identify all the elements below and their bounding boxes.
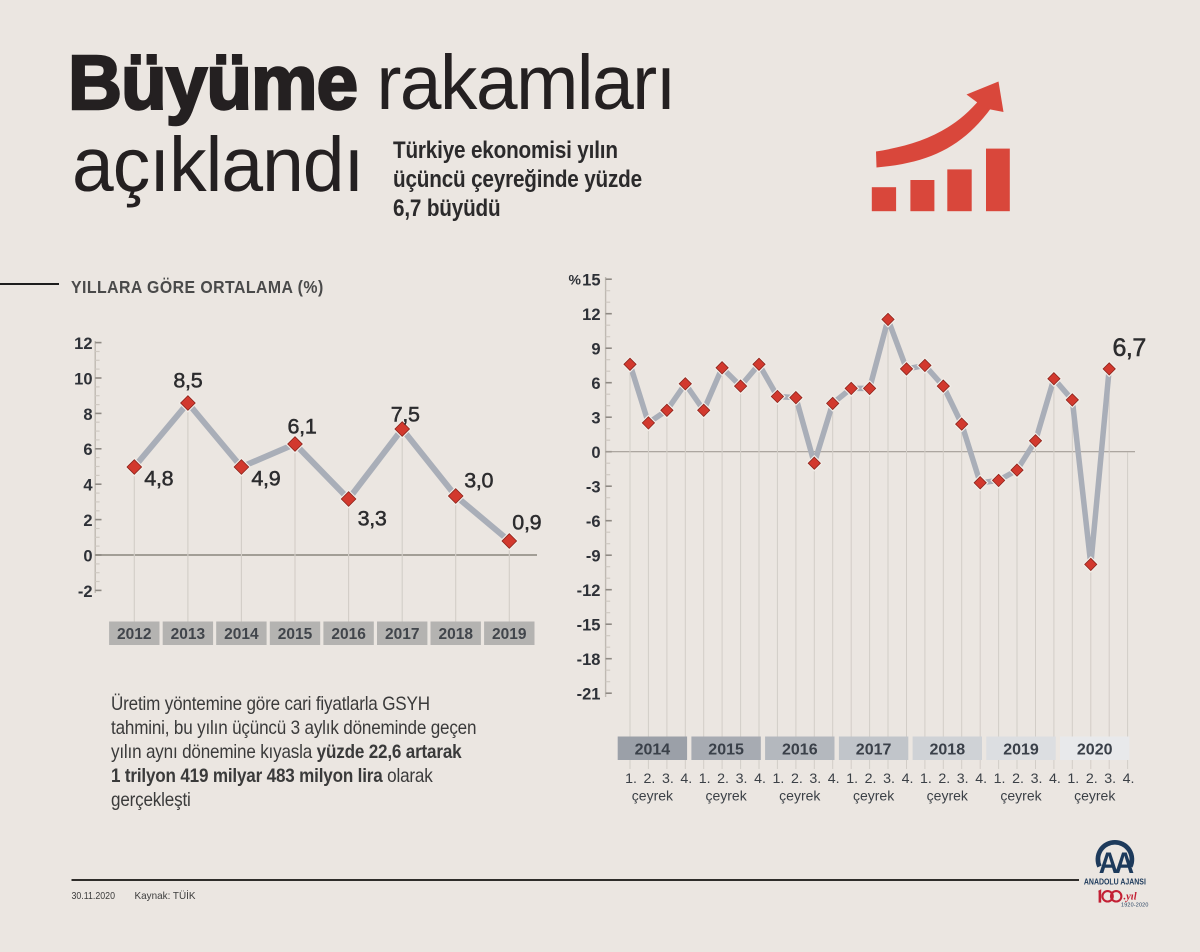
svg-text:çeyrek: çeyrek [927,788,969,804]
svg-text:2.: 2. [1012,771,1024,787]
svg-text:4,9: 4,9 [251,467,280,491]
svg-text:1.: 1. [1067,771,1079,787]
svg-text:1.: 1. [699,771,711,787]
svg-text:4.: 4. [1123,771,1135,787]
svg-text:2016: 2016 [782,741,818,758]
svg-text:1.: 1. [772,771,784,787]
svg-text:çeyrek: çeyrek [705,788,747,804]
svg-text:2018: 2018 [930,741,966,758]
svg-text:6,1: 6,1 [288,415,317,439]
svg-text:2017: 2017 [385,626,419,643]
svg-text:8: 8 [83,406,92,424]
svg-text:3.: 3. [809,771,821,787]
svg-text:-3: -3 [586,479,601,497]
svg-text:çeyrek: çeyrek [632,788,674,804]
svg-text:6: 6 [83,441,92,459]
svg-text:15: 15 [582,272,600,290]
svg-text:2014: 2014 [224,626,259,643]
svg-text:-6: -6 [586,513,601,531]
svg-text:12: 12 [74,335,92,353]
svg-text:3.: 3. [957,771,969,787]
svg-text:2016: 2016 [331,626,366,643]
svg-text:1.: 1. [994,771,1006,787]
svg-text:-15: -15 [577,617,601,635]
svg-text:-21: -21 [577,686,601,704]
svg-text:ANADOLU AJANSI: ANADOLU AJANSI [1084,876,1146,886]
svg-text:-12: -12 [577,582,601,600]
svg-text:4.: 4. [828,771,840,787]
svg-text:4.: 4. [975,771,987,787]
svg-text:2014: 2014 [635,741,671,758]
svg-text:-2: -2 [78,583,93,601]
svg-text:çeyrek: çeyrek [779,788,821,804]
svg-text:3.: 3. [736,771,748,787]
svg-text:çeyrek: çeyrek [1000,788,1042,804]
svg-text:4.: 4. [754,771,766,787]
svg-text:7,5: 7,5 [391,403,420,427]
svg-text:6,7: 6,7 [1113,334,1146,362]
svg-text:çeyrek: çeyrek [853,788,895,804]
svg-text:2019: 2019 [1003,741,1039,758]
svg-text:.yıl: .yıl [1124,892,1137,903]
svg-text:-18: -18 [577,651,601,669]
svg-text:2017: 2017 [856,741,892,758]
svg-text:2: 2 [83,512,92,530]
svg-text:6: 6 [591,375,600,393]
svg-text:0: 0 [83,547,92,565]
svg-text:4: 4 [83,477,93,495]
svg-text:-9: -9 [586,548,601,566]
svg-text:2015: 2015 [708,741,744,758]
svg-text:4.: 4. [1049,771,1061,787]
svg-text:4,8: 4,8 [144,467,173,491]
svg-text:3.: 3. [1104,771,1116,787]
svg-text:2.: 2. [938,771,950,787]
svg-text:2.: 2. [865,771,877,787]
svg-text:1.: 1. [625,771,637,787]
svg-text:2018: 2018 [438,626,473,643]
svg-text:3: 3 [591,410,600,428]
svg-text:1.: 1. [846,771,858,787]
svg-text:2.: 2. [791,771,803,787]
svg-text:3,0: 3,0 [464,469,493,493]
svg-text:3,3: 3,3 [358,507,387,531]
svg-text:1920-2020: 1920-2020 [1121,903,1149,909]
svg-text:2013: 2013 [171,626,206,643]
svg-text:Kaynak: TÜİK: Kaynak: TÜİK [135,889,196,902]
svg-text:4.: 4. [680,771,692,787]
svg-text:0: 0 [591,444,600,462]
svg-text:1.: 1. [920,771,932,787]
svg-text:2019: 2019 [492,626,527,643]
svg-text:12: 12 [582,306,600,324]
svg-text:2012: 2012 [117,626,151,643]
svg-text:30.11.2020: 30.11.2020 [72,890,116,902]
svg-text:çeyrek: çeyrek [1074,788,1116,804]
svg-text:3.: 3. [662,771,674,787]
svg-text:0,9: 0,9 [512,511,541,535]
svg-text:2015: 2015 [278,626,313,643]
svg-text:3.: 3. [883,771,895,787]
svg-text:2020: 2020 [1077,741,1113,758]
svg-text:4.: 4. [902,771,914,787]
svg-text:3.: 3. [1031,771,1043,787]
svg-text:9: 9 [591,341,600,359]
svg-text:8,5: 8,5 [173,369,202,393]
svg-text:10: 10 [74,370,92,388]
svg-text:2.: 2. [717,771,729,787]
svg-text:%: % [569,271,582,287]
svg-text:2.: 2. [1086,771,1098,787]
svg-text:2.: 2. [643,771,655,787]
